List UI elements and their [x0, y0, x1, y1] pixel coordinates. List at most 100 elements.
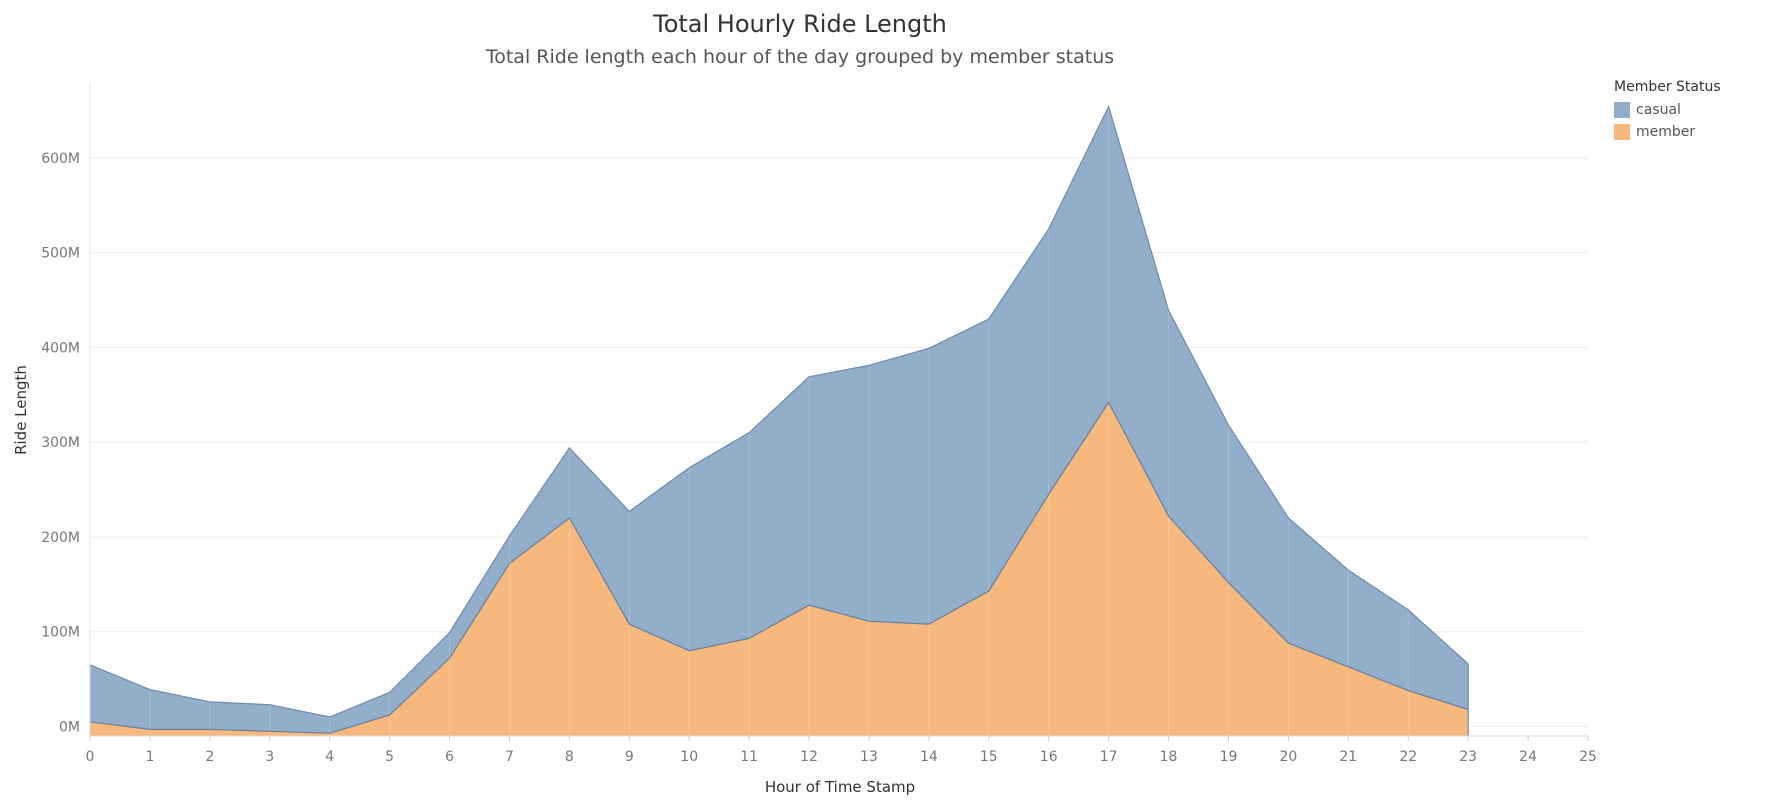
point-member [987, 589, 990, 592]
point-casual [1347, 569, 1350, 572]
y-tick-label: 600M [41, 151, 80, 167]
y-tick-label: 300M [41, 435, 80, 451]
legend-swatch-casual [1614, 102, 1630, 118]
point-casual [808, 375, 811, 378]
point-casual [1407, 608, 1410, 611]
point-casual [89, 663, 92, 666]
point-member [867, 620, 870, 623]
point-member [448, 657, 451, 660]
point-member [1407, 689, 1410, 692]
point-casual [148, 688, 151, 691]
point-casual [568, 446, 571, 449]
area-casual [90, 106, 1469, 734]
point-casual [208, 700, 211, 703]
x-tick-label: 18 [1160, 749, 1178, 765]
x-tick-label: 16 [1040, 749, 1058, 765]
point-casual [1107, 105, 1110, 108]
point-member [568, 517, 571, 520]
point-casual [748, 431, 751, 434]
x-tick-label: 1 [145, 749, 154, 765]
point-member [148, 728, 151, 731]
x-tick-label: 2 [205, 749, 214, 765]
y-tick-label: 0M [59, 720, 80, 736]
x-tick-label: 11 [740, 749, 758, 765]
point-member [268, 730, 271, 733]
point-casual [1287, 517, 1290, 520]
x-tick-label: 14 [920, 749, 938, 765]
y-tick-label: 200M [41, 530, 80, 546]
point-member [748, 637, 751, 640]
point-member [388, 714, 391, 717]
x-axis-title: Hour of Time Stamp [765, 778, 915, 796]
point-member [89, 720, 92, 723]
x-tick-label: 25 [1579, 749, 1597, 765]
chart-title: Total Hourly Ride Length [653, 10, 947, 38]
legend-swatch-member [1614, 124, 1630, 140]
legend-label-member: member [1636, 124, 1696, 140]
point-member [1047, 493, 1050, 496]
point-member [1167, 515, 1170, 518]
y-axis-title: Ride Length [12, 365, 30, 455]
x-tick-label: 8 [565, 749, 574, 765]
x-tick-label: 17 [1100, 749, 1118, 765]
x-tick-label: 12 [800, 749, 818, 765]
point-casual [328, 716, 331, 719]
x-tick-label: 24 [1519, 749, 1537, 765]
point-casual [268, 703, 271, 706]
line-member-top [89, 401, 1469, 734]
point-member [927, 623, 930, 626]
grid-layer [90, 157, 1588, 728]
point-casual [628, 510, 631, 513]
x-tick-label: 19 [1220, 749, 1238, 765]
line-casual-top [89, 104, 1469, 718]
point-casual [1047, 227, 1050, 230]
x-tick-label: 9 [625, 749, 634, 765]
point-member [1347, 665, 1350, 668]
x-tick-label: 5 [385, 749, 394, 765]
point-member [508, 562, 511, 565]
point-casual [927, 347, 930, 350]
x-tick-label: 21 [1339, 749, 1357, 765]
point-casual [388, 691, 391, 694]
area-member [90, 402, 1469, 736]
x-tick-label: 13 [860, 749, 878, 765]
x-tick-label: 15 [980, 749, 998, 765]
legend-label-casual: casual [1636, 102, 1681, 118]
point-casual [867, 364, 870, 367]
x-tick-label: 10 [680, 749, 698, 765]
legend: Member Status casual member [1614, 79, 1721, 143]
x-tick-label: 3 [265, 749, 274, 765]
point-member [1287, 642, 1290, 645]
point-casual [1227, 424, 1230, 427]
point-casual [987, 317, 990, 320]
y-tick-label: 500M [41, 246, 80, 262]
point-member [628, 623, 631, 626]
x-tick-label: 6 [445, 749, 454, 765]
point-casual [1167, 309, 1170, 312]
legend-title: Member Status [1614, 79, 1721, 95]
point-casual [688, 466, 691, 469]
x-tick-label: 20 [1279, 749, 1297, 765]
point-member [328, 732, 331, 735]
point-member [1467, 708, 1470, 711]
point-casual [1467, 662, 1470, 665]
x-tick-label: 7 [505, 749, 514, 765]
x-tick-label: 23 [1459, 749, 1477, 765]
point-member [688, 649, 691, 652]
x-tick-label: 0 [86, 749, 95, 765]
point-member [1227, 581, 1230, 584]
y-tick-label: 100M [41, 625, 80, 641]
point-member [808, 604, 811, 607]
point-member [1107, 401, 1110, 404]
x-tick-label: 22 [1399, 749, 1417, 765]
y-tick-label: 400M [41, 340, 80, 356]
x-tick-label: 4 [325, 749, 334, 765]
point-casual [448, 631, 451, 634]
legend-item-casual[interactable]: casual [1614, 99, 1721, 121]
legend-item-member[interactable]: member [1614, 121, 1721, 143]
area-layer [89, 104, 1470, 736]
chart-subtitle: Total Ride length each hour of the day g… [485, 46, 1115, 68]
point-member [208, 728, 211, 731]
